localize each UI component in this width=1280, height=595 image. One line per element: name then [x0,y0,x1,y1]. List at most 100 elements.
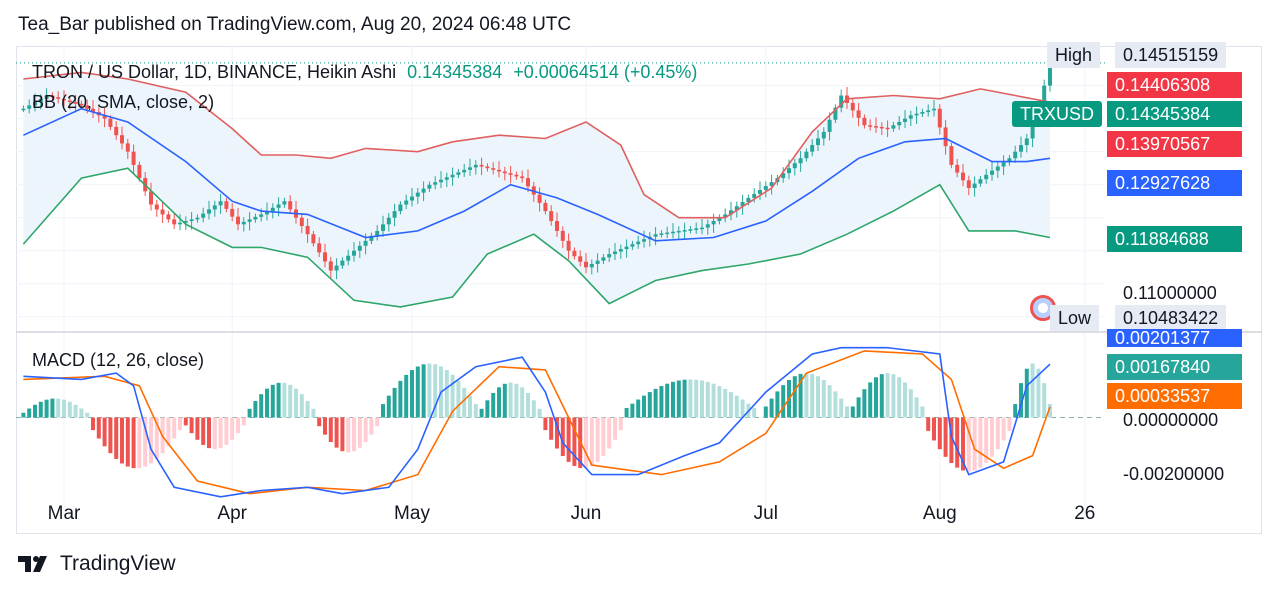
last-price-value: 0.14345384 [1107,101,1242,127]
footer-brand[interactable]: TradingView [18,552,176,576]
histogram-bar [549,417,554,440]
histogram-bar [299,394,304,418]
candle-up [607,254,612,258]
time-tick-label: Jun [571,503,602,524]
histogram-bar [479,408,484,418]
histogram-bar [67,401,72,418]
candle-up [415,192,420,197]
histogram-bar [798,373,803,418]
histogram-bar [926,417,931,431]
histogram-bar [120,417,124,464]
candle-up [270,207,275,212]
candle-up [346,255,351,261]
bb-fill [23,72,1050,307]
symbol-legend[interactable]: TRON / US Dollar, 1D, BINANCE, Heikin As… [32,62,697,83]
bb-basis-red-value: 0.13970567 [1107,131,1242,157]
time-tick-label: Aug [923,503,957,524]
histogram-bar [874,377,878,418]
macd-value: 0.00167840 [1107,354,1242,380]
macd-line [23,346,1051,498]
bb-basis-line [23,107,1051,242]
histogram-bar [392,387,397,418]
histogram-bar [230,417,235,440]
candle-down [317,243,322,253]
histogram-bar [73,404,78,418]
histogram-bar [212,417,217,450]
candle-up [653,234,658,237]
candle-up [734,206,739,211]
candle-up [821,131,826,139]
candle-up [746,197,751,203]
histogram-bar [288,384,293,418]
histogram-bar [502,383,507,418]
histogram-bar [572,417,577,466]
macd-legend[interactable]: MACD (12, 26, close) [32,350,205,370]
candle-up [410,196,414,201]
candle-down [961,172,965,181]
candle-up [1042,85,1047,104]
histogram-bar [468,395,472,418]
candle-down [856,110,861,118]
candle-up [995,166,1000,171]
candle-up [253,216,258,220]
candle-up [972,183,977,188]
histogram-bar [601,417,606,456]
candle-up [212,205,217,210]
candle-up [792,163,797,169]
candle-up [891,125,896,129]
histogram-bar [984,417,989,464]
candle-down [850,102,855,111]
histogram-bar [711,383,716,418]
histogram-bar [323,417,327,435]
candle-up [984,174,989,180]
histogram-bar [44,399,49,418]
histogram-bar [676,380,681,418]
candle-down [572,250,577,257]
histogram-bar [584,417,588,469]
histogram-bar [369,417,374,435]
candle-up [682,230,687,232]
histogram-bar [688,379,693,418]
histogram-bar [937,417,942,450]
candle-up [908,115,913,119]
histogram-bar [1013,404,1018,418]
candle-down [497,169,501,172]
candle-up [694,228,699,230]
candle-up [468,167,472,170]
histogram-bar [775,391,780,418]
histogram-bar [607,417,612,449]
candle-down [120,135,124,144]
bb-legend[interactable]: BB (20, SMA, close, 2) [32,92,215,112]
histogram-bar [137,417,142,469]
bb-lower-line [22,167,1051,308]
candle-down [154,204,159,210]
candle-up [642,239,646,242]
histogram-bar [357,417,362,448]
candle-up [247,219,252,222]
time-tick-label: May [394,503,430,524]
histogram-bar [845,406,849,418]
candle-down [328,261,333,271]
histogram-bar [908,389,913,418]
candle-up [990,170,994,175]
histogram-bar [717,386,722,418]
histogram-bar [491,392,496,418]
candle-up [334,265,339,271]
candle-up [456,172,461,175]
chart-frame[interactable] [16,46,1262,534]
ticker-badge: TRXUSD [1012,101,1103,127]
candle-down [108,118,113,127]
histogram-bar [589,417,594,466]
last-price: 0.14345384 [407,62,503,82]
histogram-bar [444,370,449,418]
histogram-bar [972,417,977,471]
histogram-bar [427,363,432,418]
candle-down [514,174,519,177]
candle-up [1019,145,1023,152]
histogram-bar [50,398,55,418]
time-tick-label: Apr [217,503,247,524]
candle-down [149,191,153,205]
histogram-bar [914,397,919,418]
histogram-bar [462,387,467,418]
